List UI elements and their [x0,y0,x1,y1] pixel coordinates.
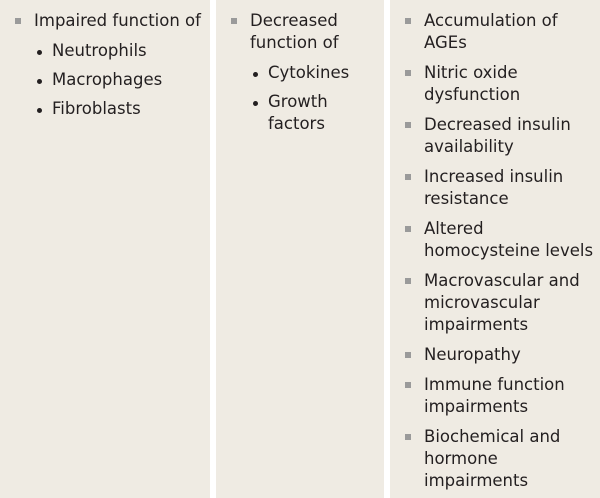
square-bullet-icon [405,434,411,440]
square-bullet-icon [405,382,411,388]
dot-bullet-icon [37,50,42,55]
square-bullet-icon [15,18,21,24]
sub-list-item-text: Growth factors [268,92,328,133]
list-item: Biochemical and hormone impairments [402,426,600,492]
square-bullet-icon [405,122,411,128]
list-item-text: Nitric oxide dysfunction [424,63,521,104]
dot-bullet-icon [253,101,258,106]
list-item: Decreased function of [228,10,384,54]
list-item-text: Decreased insulin availability [424,115,571,156]
list-item-text: Biochemical and hormone impairments [424,427,561,490]
list-item: Altered homocysteine levels [402,218,600,262]
list-item-text: Accumulation of AGEs [424,11,558,52]
list-item: Immune function impairments [402,374,600,418]
sub-list-item-text: Neutrophils [52,41,147,60]
dot-bullet-icon [37,79,42,84]
sub-list-item-text: Fibroblasts [52,99,141,118]
list-item: Decreased insulin availability [402,114,600,158]
dot-bullet-icon [37,108,42,113]
column-1: Impaired function of Neutrophils Macrophag… [0,0,210,498]
square-bullet-icon [405,278,411,284]
sub-list-item: Cytokines [228,62,384,84]
list-item-text: Macrovascular and microvascular impairme… [424,271,580,334]
square-bullet-icon [405,174,411,180]
sub-list-item: Growth factors [228,91,384,135]
dot-bullet-icon [253,72,258,77]
square-bullet-icon [405,70,411,76]
list-item: Accumulation of AGEs [402,10,600,54]
list-item-text: Neuropathy [424,345,521,364]
column-2: Decreased function of Cytokines Growth fac… [216,0,384,498]
list-item: Neuropathy [402,344,600,366]
sub-list-item-text: Macrophages [52,70,163,89]
square-bullet-icon [405,226,411,232]
list-item-text: Immune function impairments [424,375,565,416]
list-item: Macrovascular and microvascular impairme… [402,270,600,336]
square-bullet-icon [405,352,411,358]
sub-list-item: Fibroblasts [12,98,210,120]
sub-list-item: Macrophages [12,69,210,91]
sub-list-item: Neutrophils [12,40,210,62]
list-item-text: Decreased function of [250,11,339,52]
list-item-text: Altered homocysteine levels [424,219,594,260]
list-item: Nitric oxide dysfunction [402,62,600,106]
square-bullet-icon [405,18,411,24]
list-item-text: Impaired function of [34,11,201,30]
sub-list-item-text: Cytokines [268,63,350,82]
square-bullet-icon [231,18,237,24]
column-3: Accumulation of AGEs Nitric oxide dysfunc… [390,0,600,498]
list-item: Impaired function of [12,10,210,32]
list-item: Increased insulin resistance [402,166,600,210]
list-item-text: Increased insulin resistance [424,167,564,208]
